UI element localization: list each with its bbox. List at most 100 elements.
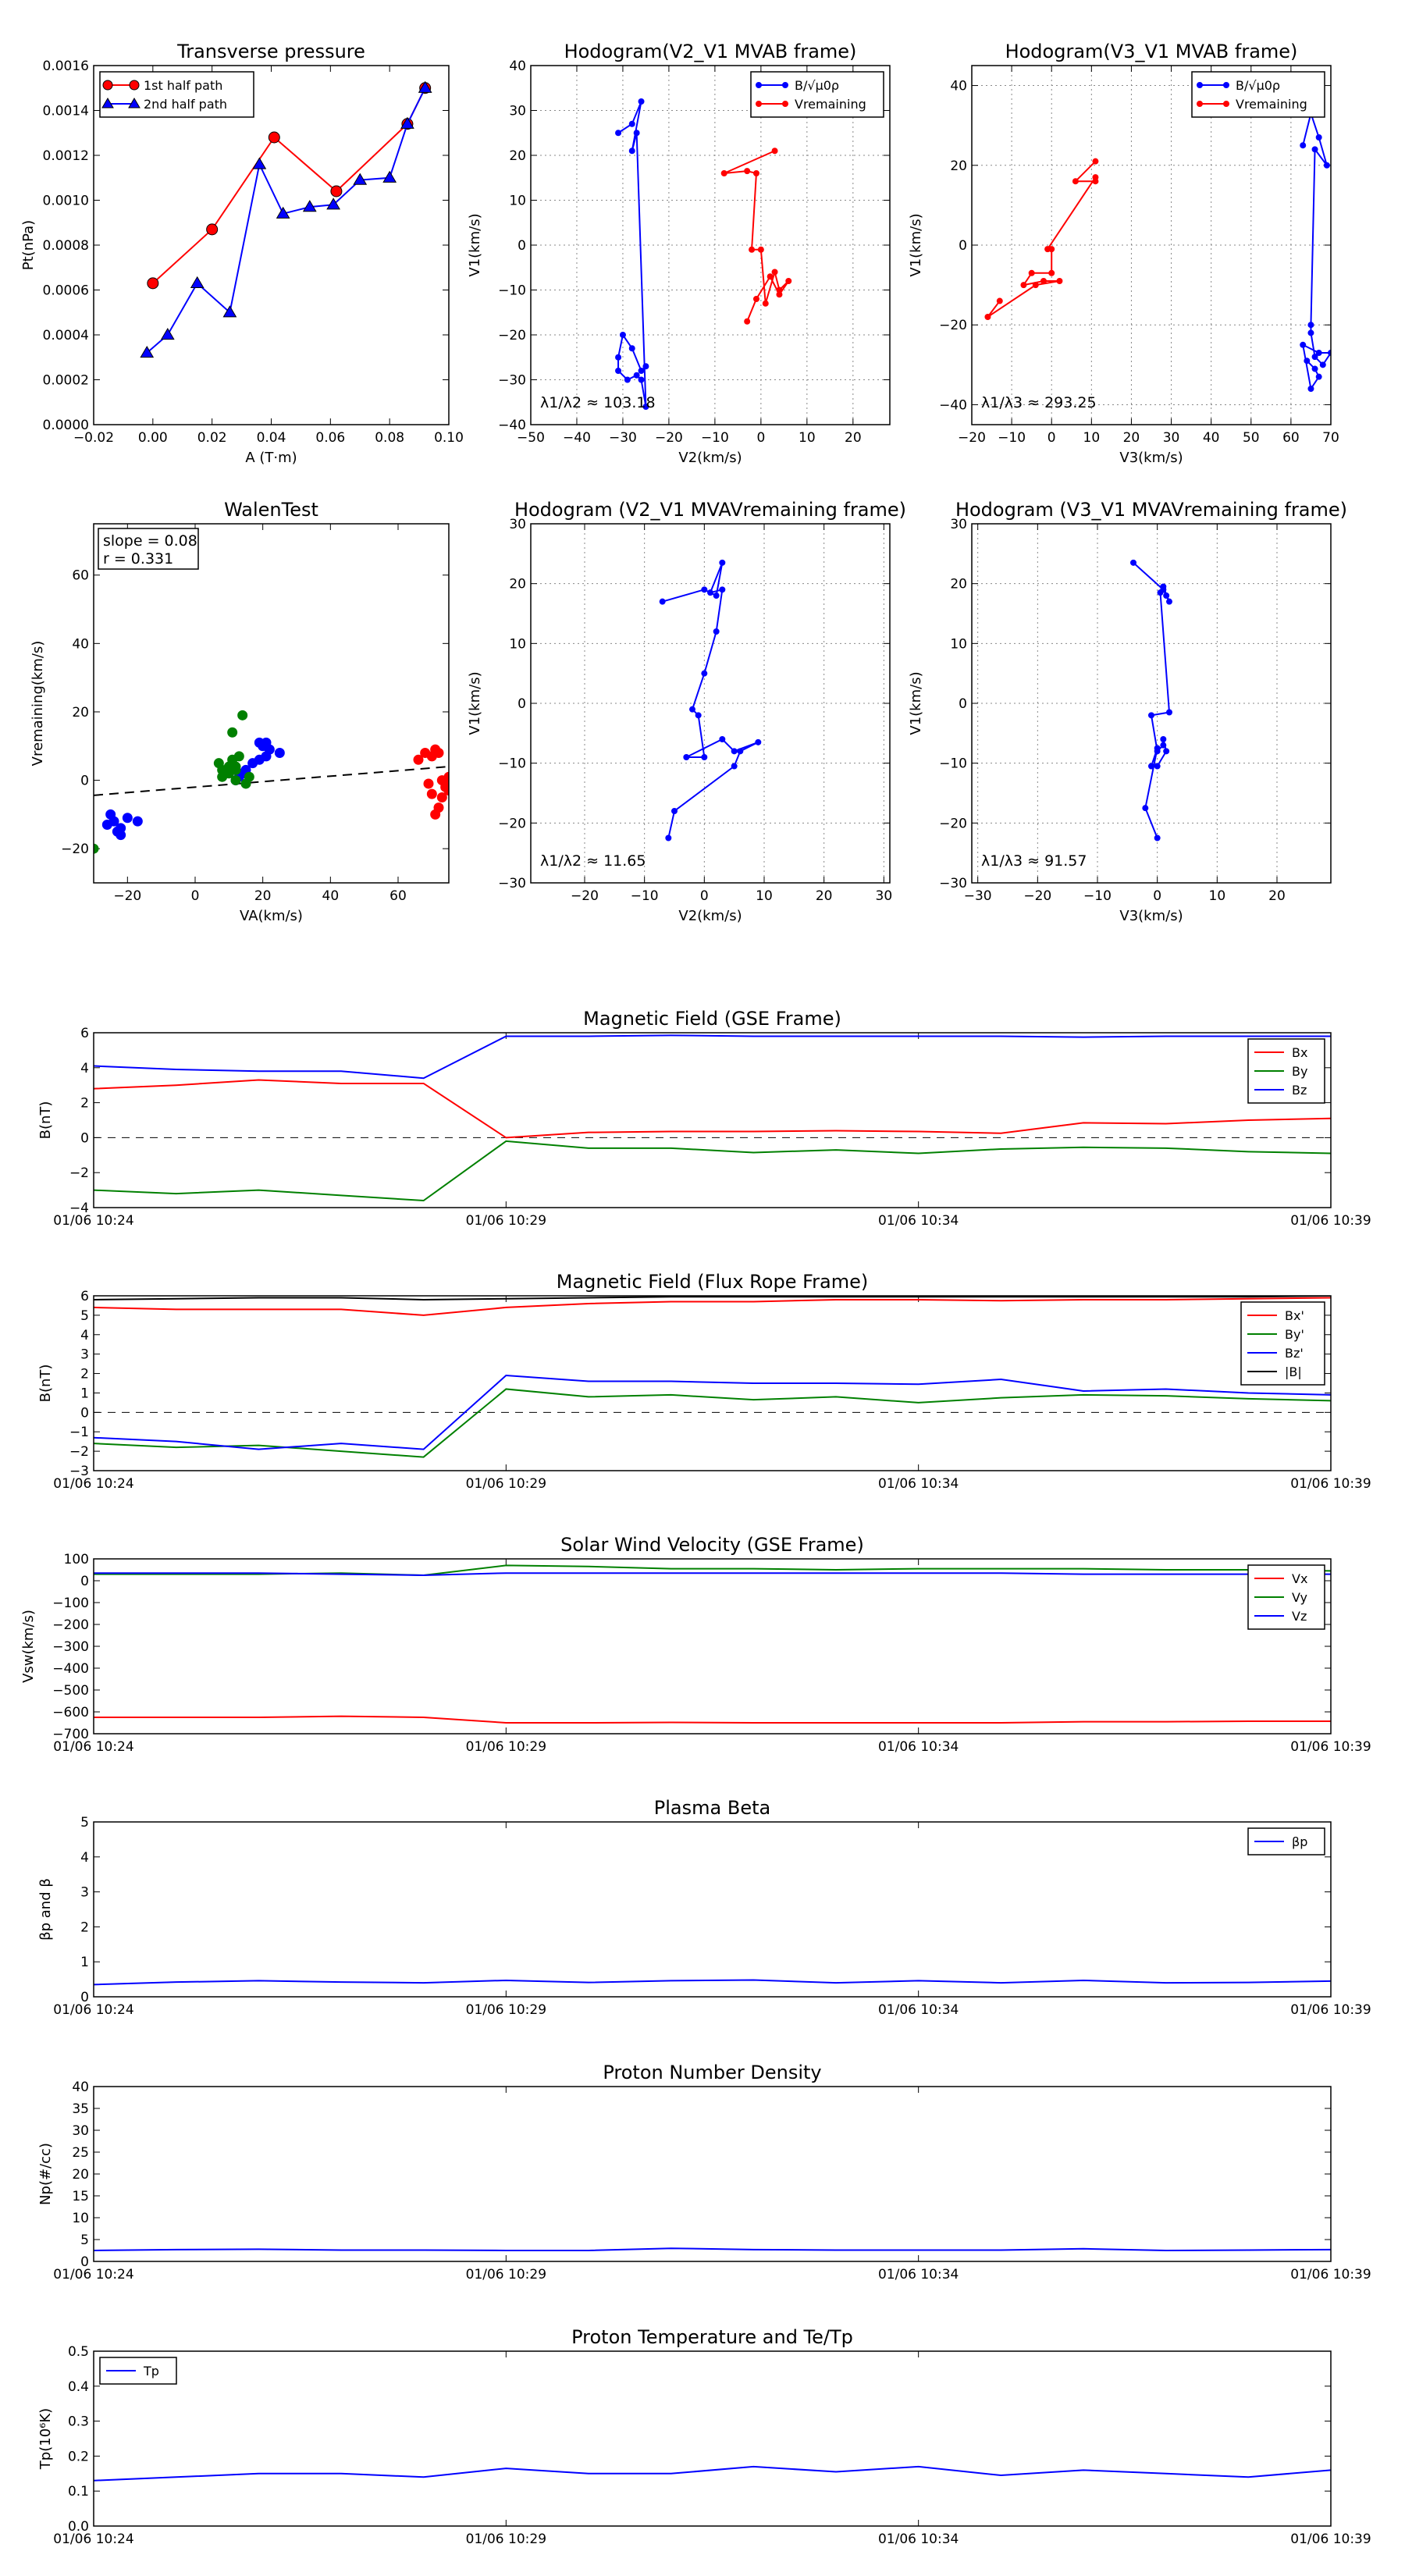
chart-bfr: 01/06 10:24 01/06 10:29 01/06 10:34 01/06 1… [37, 1271, 1371, 1492]
x-tick-label: 60 [389, 888, 407, 904]
data-point [353, 173, 368, 185]
data-point [1072, 178, 1079, 185]
data-point [1307, 329, 1314, 336]
chart-title: Proton Number Density [603, 2062, 821, 2083]
ratio-annotation: λ1/λ3 ≈ 293.25 [981, 394, 1097, 411]
y-tick-label: 0.1 [68, 2484, 89, 2500]
legend-marker [756, 101, 762, 107]
x-tick-label: −20 [655, 430, 683, 446]
y-tick-label: −3 [69, 1464, 89, 1479]
data-point [160, 328, 175, 340]
plot-area [94, 1559, 1331, 1734]
x-tick-label: 01/06 10:29 [466, 1213, 546, 1229]
chart-h1: −50 −40 −30 −20 −10 0 10 20−40−30−20−1001020304… [467, 41, 891, 466]
data-point [1028, 269, 1035, 276]
y-tick-label: 0.0008 [43, 238, 89, 254]
data-point [1311, 354, 1318, 361]
legend: Bx' By' Bz' |B| [1240, 1301, 1325, 1386]
y-tick-label: 4 [80, 1328, 89, 1343]
legend: B/√μ0ρ Vremaining [750, 71, 884, 118]
chart-title: Hodogram (V2_V1 MVAVremaining frame) [514, 499, 906, 521]
y-tick-label: 0.4 [68, 2379, 89, 2395]
x-tick-label: 10 [1209, 888, 1226, 904]
legend-box [1240, 1301, 1325, 1386]
plot-frame [93, 1558, 1332, 1735]
x-tick-label: 01/06 10:29 [466, 2267, 546, 2282]
plot-frame [93, 1295, 1332, 1471]
data-point [638, 368, 645, 374]
data-point [1163, 592, 1170, 599]
data-point [762, 300, 769, 307]
plot-frame [93, 2350, 1332, 2527]
data-point [1311, 146, 1318, 153]
series-line-0 [94, 2465, 1331, 2482]
legend-label: Vremaining [795, 97, 866, 112]
data-point [237, 710, 248, 720]
y-tick-label: −10 [498, 283, 526, 299]
data-point [642, 404, 649, 410]
chart-title: WalenTest [224, 499, 318, 521]
data-point [233, 751, 244, 762]
data-point [1040, 278, 1047, 284]
y-tick-label: 2 [80, 1367, 89, 1382]
y-tick-label: 6 [80, 1289, 89, 1304]
x-tick-label: 50 [1243, 430, 1260, 446]
x-axis-label: VA(km/s) [240, 908, 303, 924]
data-point [752, 170, 759, 176]
data-point [1148, 763, 1154, 770]
legend: 1st half path 2nd half path [99, 71, 254, 118]
y-tick-label: −40 [939, 397, 967, 413]
x-tick-label: 20 [254, 888, 272, 904]
series-line-2 [94, 1034, 1331, 1080]
data-point [744, 318, 751, 325]
data-point [1315, 350, 1322, 356]
data-point [423, 778, 434, 789]
chart-np: 01/06 10:24 01/06 10:29 01/06 10:34 01/06 1… [37, 2062, 1371, 2282]
x-tick-label: 01/06 10:24 [53, 1476, 133, 1492]
y-tick-label: 10 [950, 636, 967, 652]
x-tick-label: 0 [700, 888, 709, 904]
data-point [326, 197, 340, 210]
y-axis-label: Vsw(km/s) [20, 1610, 37, 1683]
data-point [147, 277, 159, 290]
y-tick-label: 3 [80, 1885, 89, 1901]
x-tick-label: 30 [876, 888, 893, 904]
x-tick-label: 70 [1322, 430, 1339, 446]
data-point [247, 758, 258, 769]
x-tick-label: 30 [1163, 430, 1180, 446]
x-tick-label: 10 [1083, 430, 1101, 446]
data-point [671, 808, 678, 814]
plot-area [94, 66, 449, 425]
chart-title: Magnetic Field (Flux Rope Frame) [557, 1271, 868, 1293]
data-point [190, 276, 205, 288]
data-point [101, 820, 112, 831]
x-tick-label: 01/06 10:39 [1290, 1213, 1371, 1229]
data-point [683, 754, 690, 760]
data-point [1032, 282, 1039, 289]
data-point [776, 291, 783, 298]
x-tick-label: 10 [756, 888, 773, 904]
y-tick-label: 6 [80, 1026, 89, 1041]
stats-line: slope = 0.08 [103, 532, 197, 550]
series-line-0 [94, 1079, 1331, 1139]
y-tick-label: 100 [64, 1552, 89, 1567]
data-point [382, 170, 397, 183]
series-line-1 [94, 1388, 1331, 1458]
data-point [1300, 142, 1307, 149]
data-point [984, 314, 991, 320]
data-point [701, 754, 708, 760]
y-tick-label: 20 [509, 148, 526, 164]
plot-area [94, 2087, 1331, 2261]
series-line-1 [146, 87, 426, 354]
y-tick-label: −1 [69, 1425, 89, 1440]
data-point [244, 771, 254, 782]
legend-label: Vx [1292, 1571, 1307, 1586]
y-tick-label: 1 [80, 1955, 89, 1970]
legend-label: B/√μ0ρ [795, 78, 839, 93]
x-axis-label: V3(km/s) [1119, 450, 1183, 466]
chart-title: Hodogram(V3_V1 MVAB frame) [1005, 41, 1298, 62]
x-tick-label: −0.02 [73, 430, 114, 446]
y-tick-label: 1 [80, 1386, 89, 1401]
